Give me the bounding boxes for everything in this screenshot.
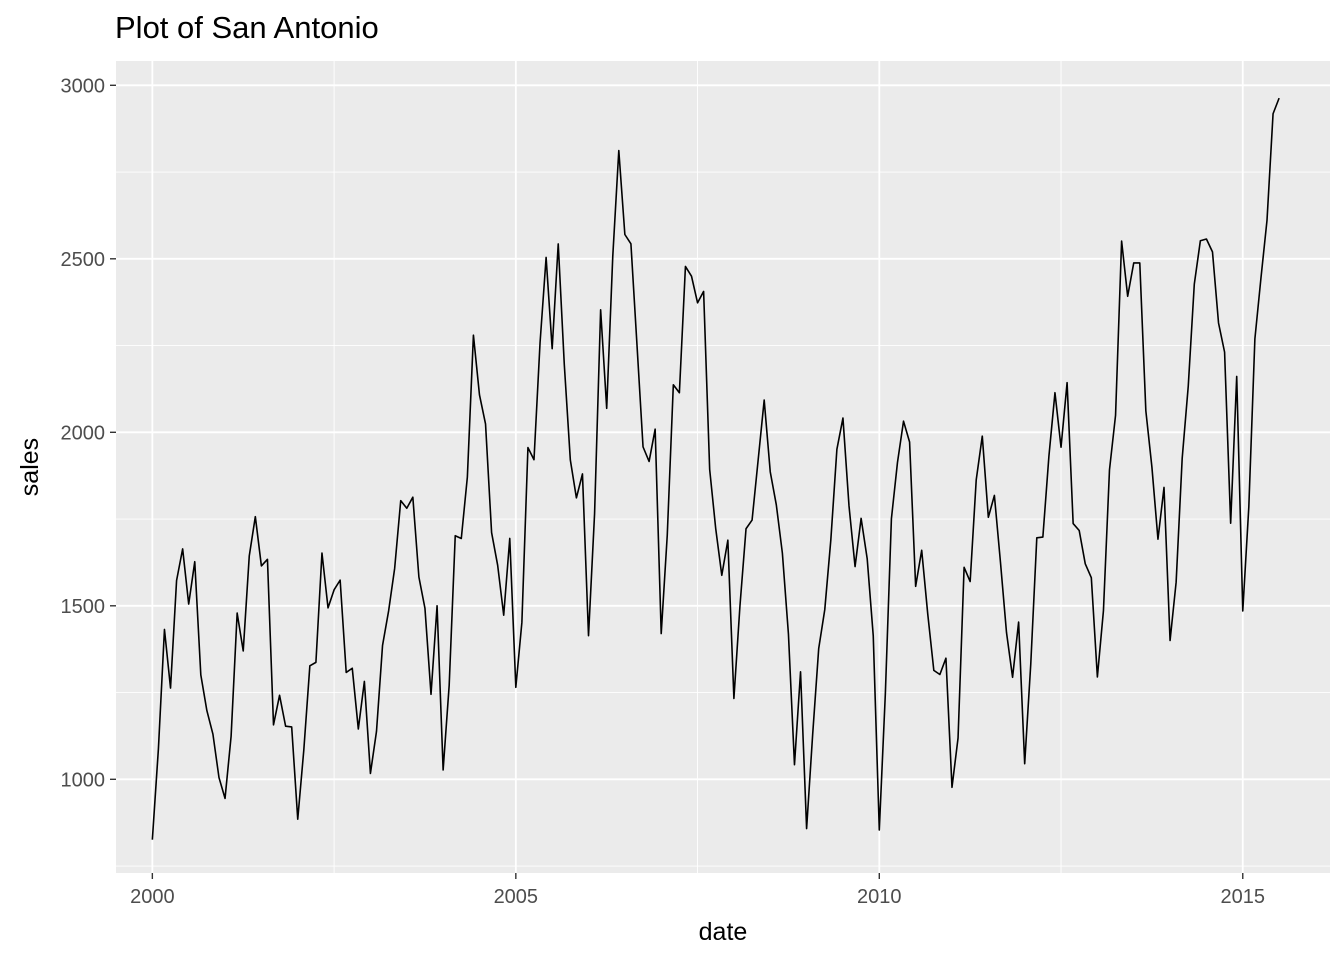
y-axis: 1000 1500 2000 2500 3000: [61, 75, 116, 791]
x-tick-label: 2000: [130, 886, 175, 908]
minor-gridlines: [116, 61, 1330, 873]
x-tick-label: 2005: [494, 886, 539, 908]
x-tick-label: 2010: [857, 886, 902, 908]
y-axis-title: sales: [16, 438, 44, 496]
y-tick-label: 2500: [61, 249, 106, 271]
y-tick-label: 1000: [61, 769, 106, 791]
x-tick-label: 2015: [1221, 886, 1266, 908]
y-tick-label: 1500: [61, 596, 106, 618]
chart-title: Plot of San Antonio: [115, 10, 379, 45]
y-tick-label: 2000: [61, 422, 106, 444]
major-gridlines: [116, 61, 1330, 873]
sales-line: [151, 97, 1280, 840]
plot-panel: [116, 61, 1330, 873]
y-tick-label: 3000: [61, 75, 106, 97]
x-axis-title: date: [699, 918, 748, 946]
x-axis: 2000 2005 2010 2015: [130, 873, 1265, 908]
